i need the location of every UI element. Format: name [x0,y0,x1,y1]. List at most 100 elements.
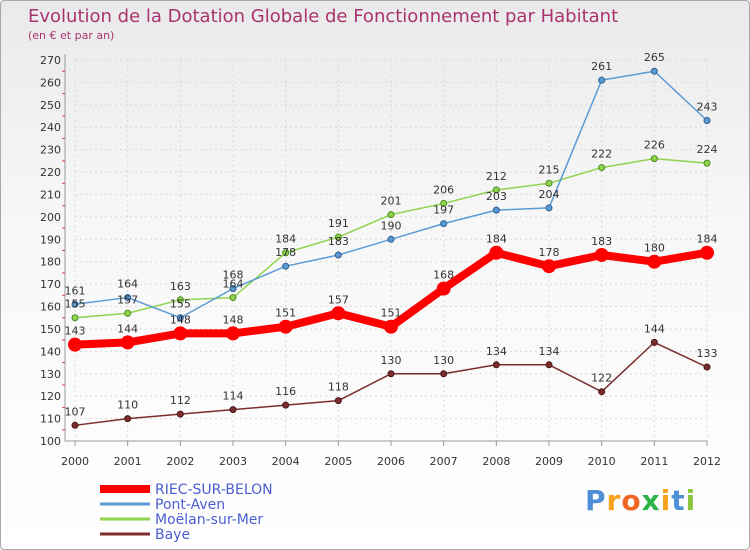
data-point-pont-aven [124,294,132,302]
data-label-mo-lan-sur-mer: 157 [117,293,138,306]
data-point-mo-lan-sur-mer [440,199,448,207]
data-point-baye [176,410,184,418]
x-tick-label: 2003 [219,455,247,468]
data-label-baye: 134 [539,345,560,358]
data-point-mo-lan-sur-mer [124,309,132,317]
data-label-pont-aven: 204 [539,188,560,201]
data-point-pont-aven [545,204,553,212]
x-tick-label: 2005 [324,455,352,468]
legend-label-baye: Baye [155,527,190,543]
data-label-baye: 114 [223,390,244,403]
x-tick-label: 2010 [588,455,616,468]
data-label-riec-sur-belon: 151 [275,307,296,320]
y-tick-label: 190 [40,233,61,246]
data-label-mo-lan-sur-mer: 191 [328,217,349,230]
proxiti-logo: Proxiti [585,484,696,517]
data-label-riec-sur-belon: 148 [223,313,244,326]
data-label-baye: 134 [486,345,507,358]
data-point-mo-lan-sur-mer [492,186,500,194]
data-point-riec-sur-belon [173,326,188,341]
data-point-mo-lan-sur-mer [598,164,606,172]
data-point-mo-lan-sur-mer [282,249,290,257]
data-label-mo-lan-sur-mer: 201 [381,195,402,208]
data-label-riec-sur-belon: 184 [486,233,507,246]
chart-subtitle: (en € et par an) [28,29,114,42]
data-label-pont-aven: 164 [117,278,138,291]
x-tick-label: 2001 [114,455,142,468]
data-point-mo-lan-sur-mer [703,159,711,167]
data-point-baye [492,361,500,369]
legend: RIEC-SUR-BELONPont-AvenMoëlan-sur-MerBay… [100,482,273,543]
data-point-riec-sur-belon [384,319,398,334]
data-label-mo-lan-sur-mer: 212 [486,170,507,183]
data-point-riec-sur-belon [542,259,556,274]
data-label-mo-lan-sur-mer: 224 [697,143,718,156]
data-point-pont-aven [387,235,395,243]
data-point-mo-lan-sur-mer [650,155,658,163]
logo-letter: P [585,484,607,517]
data-point-pont-aven [176,314,184,322]
x-tick-label: 2009 [535,455,563,468]
data-label-baye: 110 [117,399,138,412]
data-label-pont-aven: 161 [65,284,86,297]
x-tick-label: 2002 [166,455,194,468]
data-label-riec-sur-belon: 151 [381,307,402,320]
y-tick-label: 270 [40,54,61,67]
data-point-baye [282,401,290,409]
data-point-baye [334,397,342,405]
y-tick-label: 260 [40,76,61,89]
x-tick-label: 2012 [693,455,721,468]
y-tick-label: 150 [40,323,61,336]
data-label-pont-aven: 155 [170,298,191,311]
legend-label-mo-lan-sur-mer: Moëlan-sur-Mer [155,512,263,528]
data-label-riec-sur-belon: 148 [170,313,191,326]
data-label-baye: 144 [644,322,665,335]
legend-label-pont-aven: Pont-Aven [155,497,225,513]
data-label-mo-lan-sur-mer: 163 [170,280,191,293]
grid [74,59,708,442]
legend-label-riec-sur-belon: RIEC-SUR-BELON [155,482,273,498]
data-label-mo-lan-sur-mer: 222 [591,148,612,161]
data-point-riec-sur-belon [489,245,504,260]
data-point-mo-lan-sur-mer [229,294,237,302]
data-point-pont-aven [229,285,237,293]
y-tick-label: 160 [40,301,61,314]
data-point-pont-aven [598,76,606,84]
data-label-baye: 112 [170,394,191,407]
data-label-riec-sur-belon: 144 [117,322,138,335]
data-label-pont-aven: 183 [328,235,349,248]
data-label-baye: 122 [591,372,612,385]
y-tick-label: 180 [40,256,61,269]
data-label-mo-lan-sur-mer: 155 [65,298,86,311]
logo-letter: i [685,484,697,517]
data-label-mo-lan-sur-mer: 184 [275,233,296,246]
data-label-pont-aven: 203 [486,190,507,203]
data-point-mo-lan-sur-mer [176,296,184,304]
data-point-mo-lan-sur-mer [71,314,79,322]
data-point-baye [545,361,553,369]
data-point-baye [650,338,658,346]
y-tick-label: 140 [40,345,61,358]
series-group: 107 110 112 114 116 118 130 130 134 134 122 144 133 1… [65,51,718,429]
data-label-pont-aven: 168 [223,269,244,282]
y-tick-label: 210 [40,188,61,201]
data-point-riec-sur-belon [436,281,451,296]
y-tick-label: 170 [40,278,61,291]
y-tick-label: 130 [40,368,61,381]
data-label-riec-sur-belon: 143 [65,325,86,338]
data-label-riec-sur-belon: 178 [539,246,560,259]
y-tick-label: 230 [40,144,61,157]
data-label-pont-aven: 178 [275,246,296,259]
data-label-pont-aven: 265 [644,51,665,64]
data-label-riec-sur-belon: 168 [433,269,454,282]
y-tick-label: 240 [40,121,61,134]
data-point-baye [598,388,606,396]
x-tick-label: 2011 [640,455,668,468]
data-point-pont-aven [492,206,500,214]
data-point-baye [703,363,711,371]
y-tick-label: 200 [40,211,61,224]
data-point-mo-lan-sur-mer [387,211,395,219]
data-label-baye: 133 [697,347,718,360]
data-label-pont-aven: 261 [591,60,612,73]
